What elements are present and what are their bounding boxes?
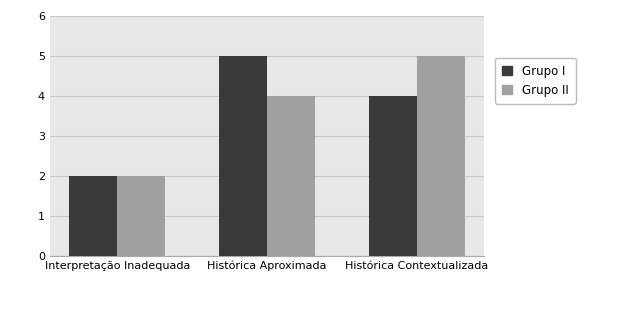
Legend: Grupo I, Grupo II: Grupo I, Grupo II [495,57,576,104]
Bar [219,56,267,256]
Bar [117,176,165,256]
Bar [369,96,417,256]
Bar [417,56,465,256]
Bar [267,96,315,256]
Bar [70,176,117,256]
